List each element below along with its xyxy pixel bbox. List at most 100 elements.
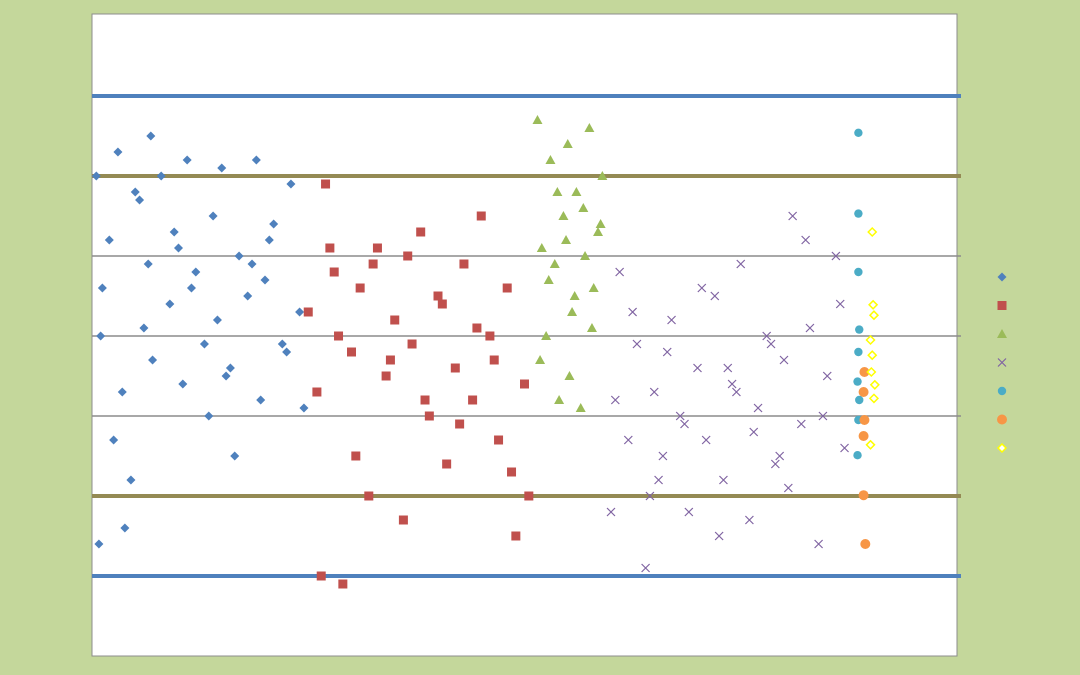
data-point <box>186 283 196 293</box>
data-point <box>623 435 633 445</box>
data-point <box>770 459 780 469</box>
data-point <box>610 395 620 405</box>
data-point <box>321 179 331 189</box>
data-point <box>178 379 188 389</box>
data-point <box>299 403 309 413</box>
data-point <box>109 435 119 445</box>
data-point <box>316 571 326 581</box>
data-point <box>256 395 266 405</box>
data-point <box>567 307 578 316</box>
data-point <box>212 315 222 325</box>
data-point <box>126 475 136 485</box>
data-point <box>459 259 469 269</box>
data-point <box>569 291 580 300</box>
data-point <box>535 355 546 364</box>
legend-marker <box>997 329 1007 338</box>
data-point <box>595 219 606 228</box>
data-point <box>234 251 244 261</box>
data-point <box>507 467 517 477</box>
data-point <box>472 323 482 333</box>
data-point <box>455 419 465 429</box>
data-point <box>511 531 521 541</box>
data-point <box>628 307 638 317</box>
data-point <box>796 419 806 429</box>
data-point <box>554 395 565 404</box>
data-point <box>859 367 870 377</box>
data-point <box>351 451 361 461</box>
data-point <box>120 523 130 533</box>
data-point <box>868 299 879 310</box>
data-point <box>693 363 702 373</box>
data-point <box>868 393 880 404</box>
data-point <box>645 491 655 501</box>
data-point <box>424 411 434 421</box>
data-point <box>580 251 591 260</box>
data-point <box>727 379 737 389</box>
data-point <box>96 331 106 341</box>
data-point <box>867 226 878 238</box>
data-point <box>148 355 158 365</box>
data-point <box>868 310 880 321</box>
data-point <box>558 211 569 220</box>
data-point <box>575 403 586 412</box>
data-point <box>545 155 556 164</box>
data-point <box>286 179 296 189</box>
data-point <box>675 411 685 421</box>
data-point <box>855 325 864 334</box>
data-point <box>442 459 452 469</box>
data-point <box>866 366 877 378</box>
legend-marker <box>997 301 1007 310</box>
data-point <box>552 187 563 196</box>
data-point <box>779 355 789 365</box>
data-point <box>854 209 863 218</box>
data-point <box>437 299 447 309</box>
data-point <box>684 507 694 517</box>
data-point <box>744 515 754 525</box>
data-point <box>586 323 597 332</box>
data-point <box>398 515 408 525</box>
data-point <box>597 171 608 180</box>
data-point <box>762 331 772 341</box>
data-point <box>204 411 214 421</box>
data-point <box>854 267 863 277</box>
data-point <box>749 427 759 437</box>
data-point <box>146 131 156 141</box>
data-point <box>338 579 348 589</box>
data-point <box>277 339 287 349</box>
data-point <box>788 211 798 221</box>
legend-marker <box>997 358 1007 367</box>
data-point <box>753 403 763 413</box>
data-point <box>91 171 101 181</box>
data-point <box>571 187 582 196</box>
data-point <box>225 363 235 373</box>
data-point <box>372 243 382 253</box>
data-point <box>143 259 153 269</box>
data-point <box>104 235 114 245</box>
legend-marker <box>997 414 1007 425</box>
data-point <box>282 347 292 357</box>
data-point <box>385 355 395 365</box>
data-point <box>208 211 218 221</box>
data-point <box>867 350 878 361</box>
data-point <box>818 411 828 421</box>
data-point <box>732 387 741 397</box>
data-point <box>549 259 560 268</box>
data-point <box>822 371 832 381</box>
data-point <box>654 475 663 485</box>
data-point <box>649 387 659 397</box>
data-point <box>632 339 642 349</box>
data-point <box>578 203 589 212</box>
data-point <box>221 371 231 381</box>
data-point <box>502 283 512 293</box>
data-point <box>536 243 547 252</box>
data-point <box>641 563 651 573</box>
data-point <box>701 435 711 445</box>
data-point <box>325 243 335 253</box>
data-point <box>199 339 209 349</box>
data-point <box>723 363 733 373</box>
data-point <box>840 443 849 453</box>
data-point <box>662 347 672 357</box>
data-point <box>247 259 257 269</box>
data-point <box>494 435 504 445</box>
data-point <box>113 147 123 157</box>
